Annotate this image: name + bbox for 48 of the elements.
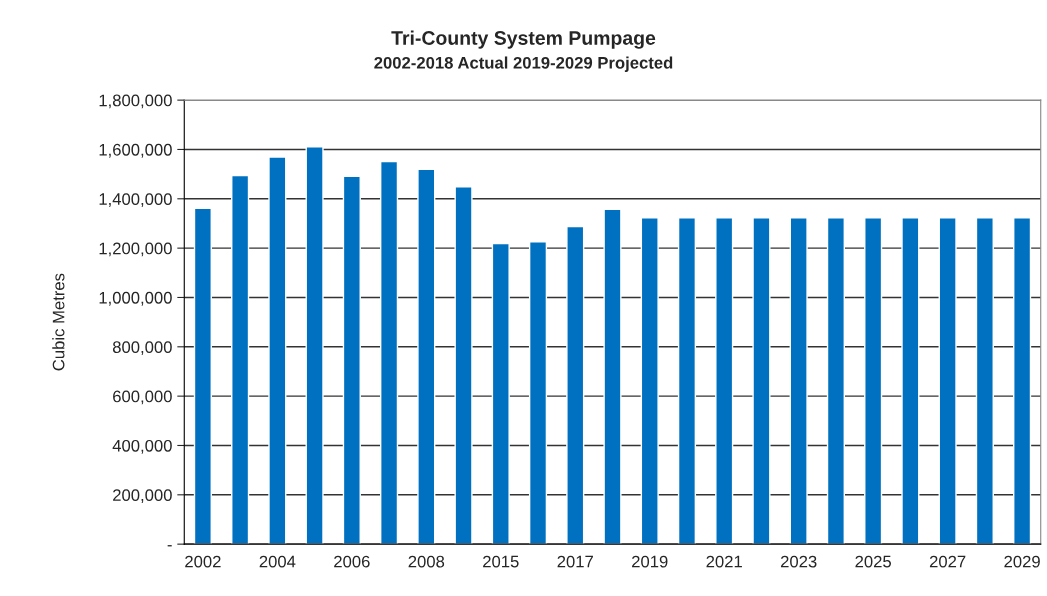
chart-subtitle: 2002-2018 Actual 2019-2029 Projected: [374, 56, 673, 72]
x-tick-label: 2019: [632, 555, 668, 568]
bar: [268, 156, 287, 545]
bar: [901, 217, 920, 545]
bar: [1013, 217, 1032, 545]
bar: [677, 217, 697, 545]
bar: [380, 160, 399, 545]
bar: [640, 217, 659, 545]
bar: [752, 217, 771, 545]
y-tick-label: 600,000: [113, 390, 172, 405]
chart-title: Tri-County System Pumpage: [391, 30, 656, 49]
x-tick-label: 2017: [557, 555, 593, 568]
x-tick-label: 2025: [855, 555, 891, 568]
bar: [193, 207, 212, 545]
y-axis-title: Cubic Metres: [52, 273, 65, 371]
bar: [305, 146, 324, 545]
bar: [826, 217, 845, 545]
x-tick-label: 2008: [408, 555, 445, 568]
y-tick-label: 200,000: [113, 489, 172, 503]
y-tick-label: 1,000,000: [99, 291, 172, 306]
x-tick-label: 2029: [1004, 555, 1040, 568]
y-tick-label: -: [167, 545, 172, 547]
y-tick-label: 1,200,000: [99, 242, 172, 257]
bar: [528, 241, 548, 545]
y-tick-label: 1,400,000: [99, 193, 172, 207]
bar: [491, 242, 510, 545]
x-tick-label: 2002: [185, 555, 221, 568]
y-tick-label: 400,000: [112, 439, 172, 454]
bar: [603, 208, 622, 545]
bar: [789, 217, 808, 545]
bar: [975, 217, 994, 545]
bar: [715, 217, 734, 545]
bar: [342, 175, 361, 545]
y-tick-label: 1,800,000: [99, 94, 172, 109]
bar: [566, 225, 585, 545]
x-tick-label: 2006: [334, 555, 370, 568]
y-tick-label: 800,000: [112, 341, 172, 355]
x-tick-label: 2023: [780, 555, 817, 568]
x-tick-label: 2015: [483, 555, 519, 568]
bar: [864, 217, 883, 545]
bar: [938, 217, 957, 545]
x-tick-label: 2004: [259, 555, 296, 568]
x-tick-label: 2021: [706, 555, 742, 568]
y-tick-label: 1,600,000: [99, 143, 172, 158]
x-tick-label: 2027: [929, 555, 966, 568]
bar: [454, 186, 473, 545]
bar: [231, 174, 250, 545]
bar: [417, 168, 436, 545]
